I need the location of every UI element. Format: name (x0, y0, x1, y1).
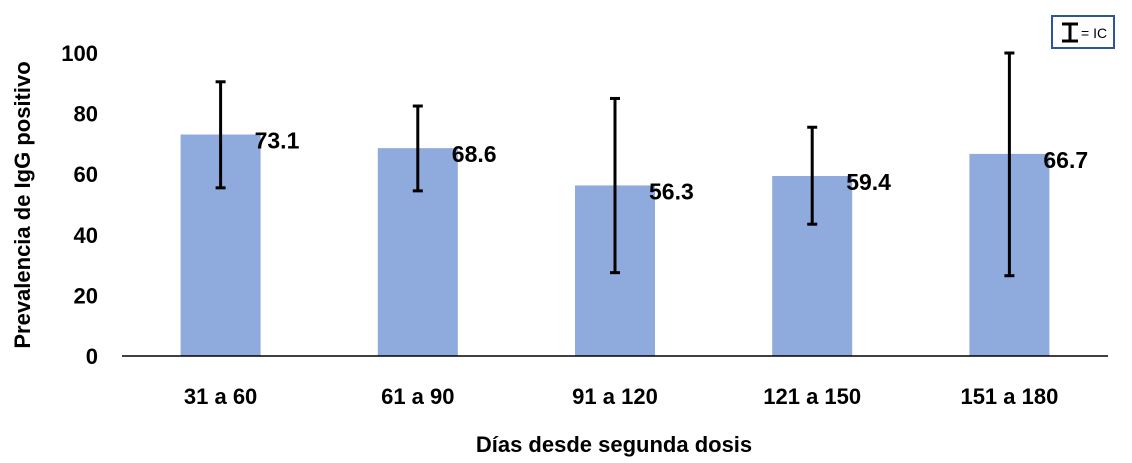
error-bar (807, 125, 818, 226)
data-label: 66.7 (1043, 147, 1088, 173)
legend-box (1051, 15, 1115, 49)
y-tick-label: 100 (61, 41, 98, 66)
error-bar (1004, 51, 1015, 278)
x-tick-label: 121 a 150 (763, 384, 861, 409)
data-label: 59.4 (846, 169, 891, 195)
legend: = IC (1051, 15, 1115, 49)
error-bars-layer (215, 51, 1015, 278)
x-tick-label: 61 a 90 (381, 384, 454, 409)
y-tick-label: 0 (86, 344, 98, 369)
x-tick-label: 31 a 60 (184, 384, 257, 409)
y-tick-label: 60 (74, 162, 98, 187)
error-bar (610, 96, 620, 275)
x-tick-label: 91 a 120 (572, 384, 658, 409)
error-bar (412, 104, 423, 193)
data-label: 56.3 (649, 178, 694, 204)
x-tick-label: 151 a 180 (960, 384, 1058, 409)
legend-error-bar-icon (1062, 22, 1078, 43)
y-axis-title: Prevalencia de IgG positivo (10, 61, 35, 348)
y-tick-label: 80 (74, 102, 98, 127)
data-label: 68.6 (452, 141, 497, 167)
x-tick-labels: 31 a 60 61 a 90 91 a 120 121 a 150 151 a 180 (184, 384, 1058, 409)
x-axis-title: Días desde segunda dosis (476, 432, 752, 457)
error-bar (215, 80, 226, 190)
y-tick-label: 20 (74, 283, 98, 308)
y-tick-labels: 0 20 40 60 80 100 (61, 41, 98, 369)
legend-label: = IC (1081, 25, 1107, 41)
data-label: 73.1 (255, 128, 300, 154)
data-labels-layer: 73.1 68.6 56.3 59.4 66.7 (255, 128, 1089, 205)
y-tick-label: 40 (74, 223, 98, 248)
